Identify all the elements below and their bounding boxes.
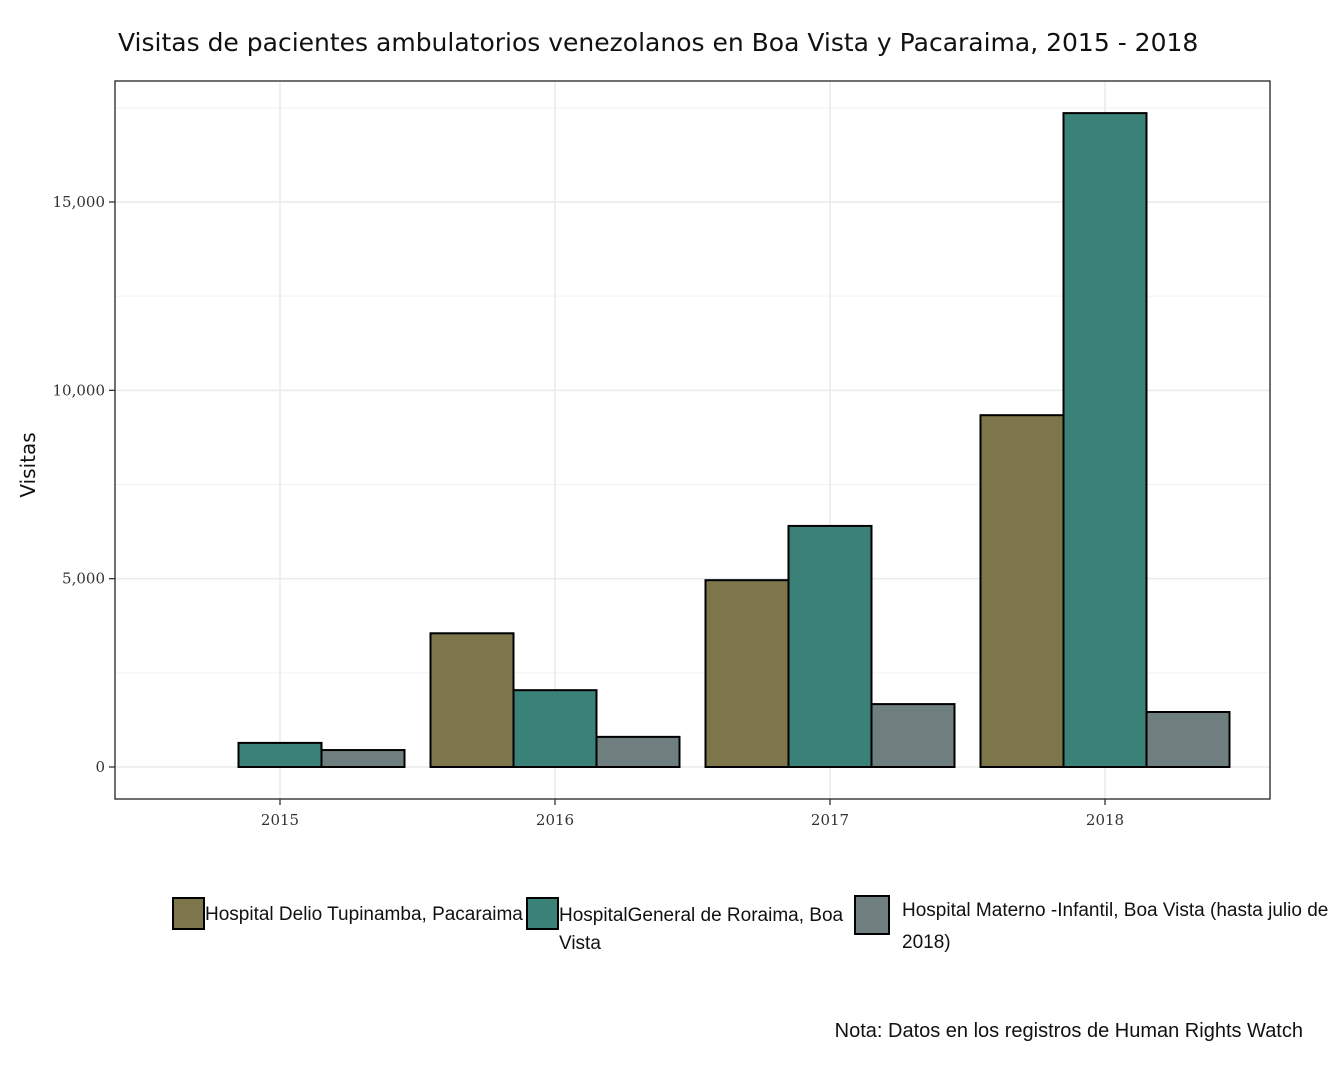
legend-swatch bbox=[854, 895, 890, 935]
bar-2018-series-1 bbox=[1062, 112, 1148, 768]
plot-panel-border bbox=[114, 80, 1271, 800]
legend-swatch bbox=[172, 897, 205, 930]
bar-2018-series-0 bbox=[979, 414, 1065, 768]
y-tick-label: 0 bbox=[95, 758, 105, 776]
bar-2015-series-1 bbox=[237, 741, 323, 768]
bar-2016-series-1 bbox=[512, 689, 598, 768]
legend-label: HospitalGeneral de Roraima, Boa Vista bbox=[559, 905, 844, 954]
bar-2015-series-2 bbox=[320, 749, 406, 768]
legend-item-general: HospitalGeneral de Roraima, Boa Vista bbox=[526, 897, 859, 958]
x-tick-label: 2017 bbox=[811, 811, 849, 829]
legend-item-delio: Hospital Delio Tupinamba, Pacaraima bbox=[172, 897, 525, 930]
legend-item-materno: Hospital Materno -Infantil, Boa Vista (h… bbox=[854, 895, 1342, 959]
bar-2016-series-2 bbox=[595, 735, 681, 768]
bar-2016-series-0 bbox=[429, 632, 515, 768]
chart-title: Visitas de pacientes ambulatorios venezo… bbox=[118, 28, 1199, 57]
y-tick-label: 10,000 bbox=[53, 381, 106, 399]
y-tick-label: 15,000 bbox=[53, 193, 106, 211]
x-tick-label: 2015 bbox=[261, 811, 299, 829]
legend-label: Hospital Delio Tupinamba, Pacaraima bbox=[205, 904, 523, 925]
y-axis-label: Visitas bbox=[16, 432, 40, 497]
bar-2017-series-0 bbox=[704, 579, 790, 768]
y-tick-label: 5,000 bbox=[62, 570, 105, 588]
bar-2017-series-2 bbox=[870, 703, 956, 769]
x-tick-label: 2018 bbox=[1086, 811, 1124, 829]
legend-swatch bbox=[526, 897, 559, 930]
bar-2017-series-1 bbox=[787, 524, 873, 769]
x-tick-label: 2016 bbox=[536, 811, 574, 829]
source-note: Nota: Datos en los registros de Human Ri… bbox=[834, 1020, 1303, 1042]
bar-2018-series-2 bbox=[1145, 711, 1231, 768]
legend-label: Hospital Materno -Infantil, Boa Vista (h… bbox=[902, 900, 1329, 953]
